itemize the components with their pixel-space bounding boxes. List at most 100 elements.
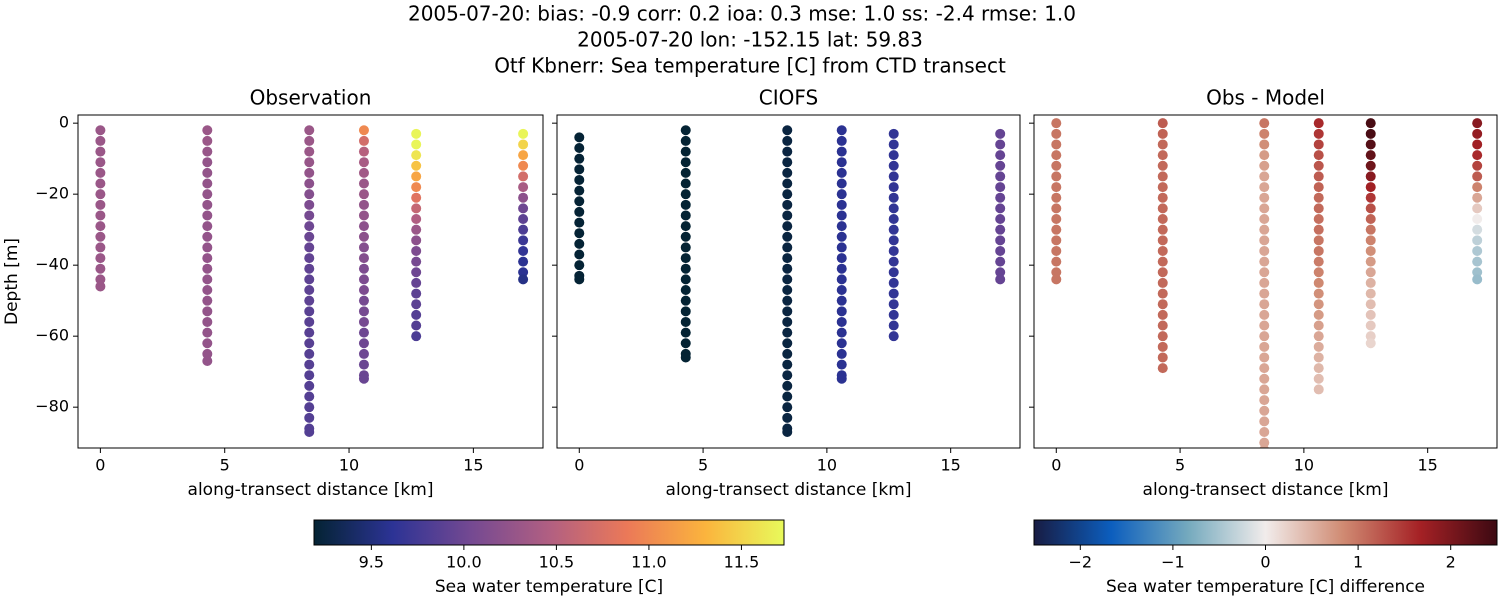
data-point (1313, 224, 1324, 235)
data-point (1472, 150, 1483, 161)
data-point (411, 182, 422, 193)
data-point (1313, 309, 1324, 320)
data-point (888, 288, 899, 299)
data-point (888, 309, 899, 320)
data-point (836, 221, 847, 232)
data-point (888, 171, 899, 182)
data-point (782, 348, 793, 359)
colorbar-tick-label: 11.5 (724, 553, 760, 572)
data-point (1157, 139, 1168, 150)
data-point (202, 338, 213, 349)
data-point (1313, 299, 1324, 310)
data-point (995, 192, 1006, 203)
data-point (1051, 267, 1062, 278)
data-point (680, 210, 691, 221)
data-point (202, 242, 213, 253)
data-point (680, 146, 691, 157)
data-point (518, 150, 529, 161)
data-point (304, 189, 315, 200)
data-point (304, 221, 315, 232)
data-point (1365, 150, 1376, 161)
data-point (202, 285, 213, 296)
data-point (1259, 299, 1270, 310)
data-point (1259, 182, 1270, 193)
data-point (1157, 160, 1168, 171)
data-point (358, 373, 369, 384)
data-point (1259, 395, 1270, 406)
data-point (1157, 277, 1168, 288)
x-axis-label: along-transect distance [km] (666, 480, 912, 500)
data-point (202, 327, 213, 338)
data-point (202, 221, 213, 232)
colorbar-tick-label: 10.0 (446, 553, 482, 572)
data-point (1259, 245, 1270, 256)
data-point (782, 359, 793, 370)
data-point (782, 242, 793, 253)
data-point (1259, 224, 1270, 235)
data-point (411, 192, 422, 203)
data-point (680, 338, 691, 349)
data-point (202, 274, 213, 285)
data-point (782, 125, 793, 136)
colorbar-tick-label: −2 (1069, 553, 1093, 572)
data-point (202, 348, 213, 359)
colorbar-label: Sea water temperature [C] (435, 577, 663, 597)
data-point (1313, 277, 1324, 288)
data-point (411, 309, 422, 320)
data-point (782, 189, 793, 200)
data-point (518, 224, 529, 235)
data-point (782, 427, 793, 438)
data-point (202, 189, 213, 200)
data-point (1365, 139, 1376, 150)
data-point (202, 125, 213, 136)
data-point (202, 210, 213, 221)
data-point (680, 231, 691, 242)
data-point (518, 245, 529, 256)
data-point (574, 143, 585, 154)
data-point (574, 228, 585, 239)
data-point (680, 306, 691, 317)
data-point (574, 217, 585, 228)
data-point (1259, 320, 1270, 331)
data-point (995, 245, 1006, 256)
data-point (680, 125, 691, 136)
data-point (782, 391, 793, 402)
data-point (888, 277, 899, 288)
data-point (1313, 118, 1324, 129)
data-point (202, 167, 213, 178)
data-point (202, 306, 213, 317)
data-point (680, 274, 691, 285)
data-point (304, 427, 315, 438)
data-point (782, 210, 793, 221)
colorbar-tick-label: 1 (1353, 553, 1363, 572)
data-point (782, 338, 793, 349)
data-point (1472, 256, 1483, 267)
data-point (358, 242, 369, 253)
data-point (411, 128, 422, 139)
data-point (888, 182, 899, 193)
data-point (1157, 118, 1168, 129)
data-point (1157, 363, 1168, 374)
data-point (888, 245, 899, 256)
data-point (1313, 341, 1324, 352)
data-point (680, 242, 691, 253)
data-point (518, 171, 529, 182)
x-axis-label: along-transect distance [km] (1143, 480, 1389, 500)
colorbar-tick-label: 2 (1446, 553, 1456, 572)
data-point (1259, 341, 1270, 352)
data-point (1313, 160, 1324, 171)
plot-area (95, 125, 529, 438)
data-point (358, 348, 369, 359)
data-point (1313, 235, 1324, 246)
x-tick-label: 10 (339, 456, 359, 475)
data-point (411, 267, 422, 278)
data-point (358, 295, 369, 306)
data-point (680, 327, 691, 338)
data-point (304, 146, 315, 157)
data-point (411, 214, 422, 225)
data-point (1313, 384, 1324, 395)
colorbar-tick-label: 0 (1260, 553, 1270, 572)
data-point (304, 125, 315, 136)
data-point (518, 203, 529, 214)
colorbar-label: Sea water temperature [C] difference (1106, 577, 1425, 597)
